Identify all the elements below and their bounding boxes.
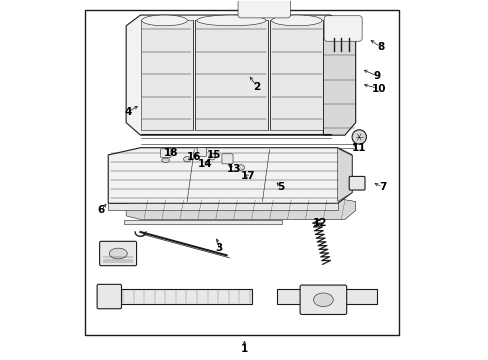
Text: 9: 9 [373, 71, 380, 81]
Ellipse shape [183, 157, 190, 162]
Ellipse shape [162, 158, 169, 162]
Polygon shape [108, 148, 351, 203]
Text: 2: 2 [253, 82, 260, 92]
Text: 11: 11 [351, 143, 366, 153]
Text: 17: 17 [240, 171, 255, 181]
FancyBboxPatch shape [324, 16, 362, 41]
Text: 4: 4 [124, 107, 131, 117]
Text: 5: 5 [276, 182, 284, 192]
Ellipse shape [142, 15, 187, 26]
FancyBboxPatch shape [100, 241, 136, 266]
FancyBboxPatch shape [160, 149, 171, 157]
Text: 3: 3 [215, 243, 223, 253]
Text: 10: 10 [371, 84, 386, 94]
Polygon shape [108, 203, 337, 211]
Text: 12: 12 [312, 218, 326, 228]
Ellipse shape [109, 248, 127, 259]
Text: 1: 1 [241, 343, 247, 354]
FancyBboxPatch shape [222, 154, 233, 164]
Polygon shape [126, 200, 355, 220]
Text: 6: 6 [97, 206, 104, 216]
Polygon shape [195, 21, 267, 130]
Ellipse shape [197, 15, 265, 26]
Text: 18: 18 [163, 148, 178, 158]
Polygon shape [140, 21, 192, 130]
Text: 8: 8 [376, 42, 384, 52]
Ellipse shape [237, 165, 244, 170]
Text: 14: 14 [197, 159, 212, 169]
Bar [85, 10, 398, 335]
FancyBboxPatch shape [238, 0, 290, 18]
Polygon shape [337, 148, 351, 202]
Ellipse shape [208, 153, 215, 160]
Bar [124, 220, 282, 225]
FancyBboxPatch shape [300, 285, 346, 315]
Polygon shape [126, 15, 344, 135]
Text: 15: 15 [206, 150, 221, 160]
Polygon shape [323, 26, 355, 135]
Text: 13: 13 [226, 164, 241, 174]
FancyBboxPatch shape [97, 284, 121, 309]
FancyBboxPatch shape [197, 148, 206, 156]
Polygon shape [270, 21, 323, 130]
Polygon shape [100, 289, 251, 304]
Polygon shape [276, 289, 376, 304]
Text: 7: 7 [378, 182, 386, 192]
FancyBboxPatch shape [348, 176, 364, 190]
Text: 16: 16 [187, 152, 201, 162]
Ellipse shape [313, 293, 333, 307]
Ellipse shape [271, 15, 322, 26]
Ellipse shape [351, 130, 366, 144]
